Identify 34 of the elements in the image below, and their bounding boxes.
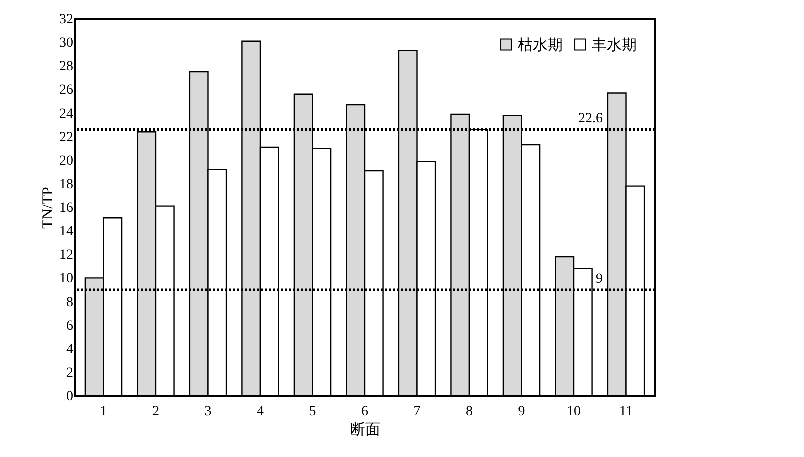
y-tick-label: 32	[60, 12, 74, 28]
legend-label: 丰水期	[592, 36, 637, 54]
x-tick-label: 4	[256, 404, 264, 420]
y-tick-label: 30	[60, 36, 74, 52]
y-tick-label: 20	[60, 154, 74, 169]
y-axis-title: TN/TP	[40, 187, 56, 229]
y-tick-label: 8	[66, 295, 74, 310]
x-tick-label: 9	[518, 404, 526, 420]
legend-label: 枯水期	[518, 36, 563, 54]
x-axis-title: 断面	[350, 422, 380, 438]
x-tick-label: 10	[567, 404, 582, 420]
y-tick-label: 26	[60, 83, 74, 98]
y-tick-label: 16	[60, 201, 74, 216]
x-tick-label: 2	[152, 404, 160, 420]
y-tick-label: 4	[66, 342, 74, 358]
y-tick-label: 2	[66, 366, 74, 381]
y-tick-label: 22	[60, 130, 74, 146]
x-tick-label: 7	[414, 404, 421, 420]
y-tick-label: 28	[60, 60, 74, 75]
x-tick-label: 8	[466, 404, 474, 420]
x-tick-label: 3	[204, 404, 212, 420]
y-tick-label: 14	[60, 224, 74, 240]
ref-line-label: 9	[596, 272, 603, 287]
y-tick-label: 10	[60, 272, 74, 287]
y-tick-label: 0	[66, 390, 74, 404]
y-tick-label: 18	[60, 177, 74, 192]
y-tick-label: 6	[66, 318, 74, 334]
x-tick-label: 5	[309, 404, 316, 420]
x-tick-label: 1	[100, 404, 108, 420]
x-tick-label: 11	[620, 404, 634, 420]
y-tick-label: 12	[60, 248, 74, 264]
ref-line-label: 22.6	[578, 112, 603, 127]
y-tick-label: 24	[60, 106, 74, 122]
x-tick-label: 6	[362, 404, 368, 420]
